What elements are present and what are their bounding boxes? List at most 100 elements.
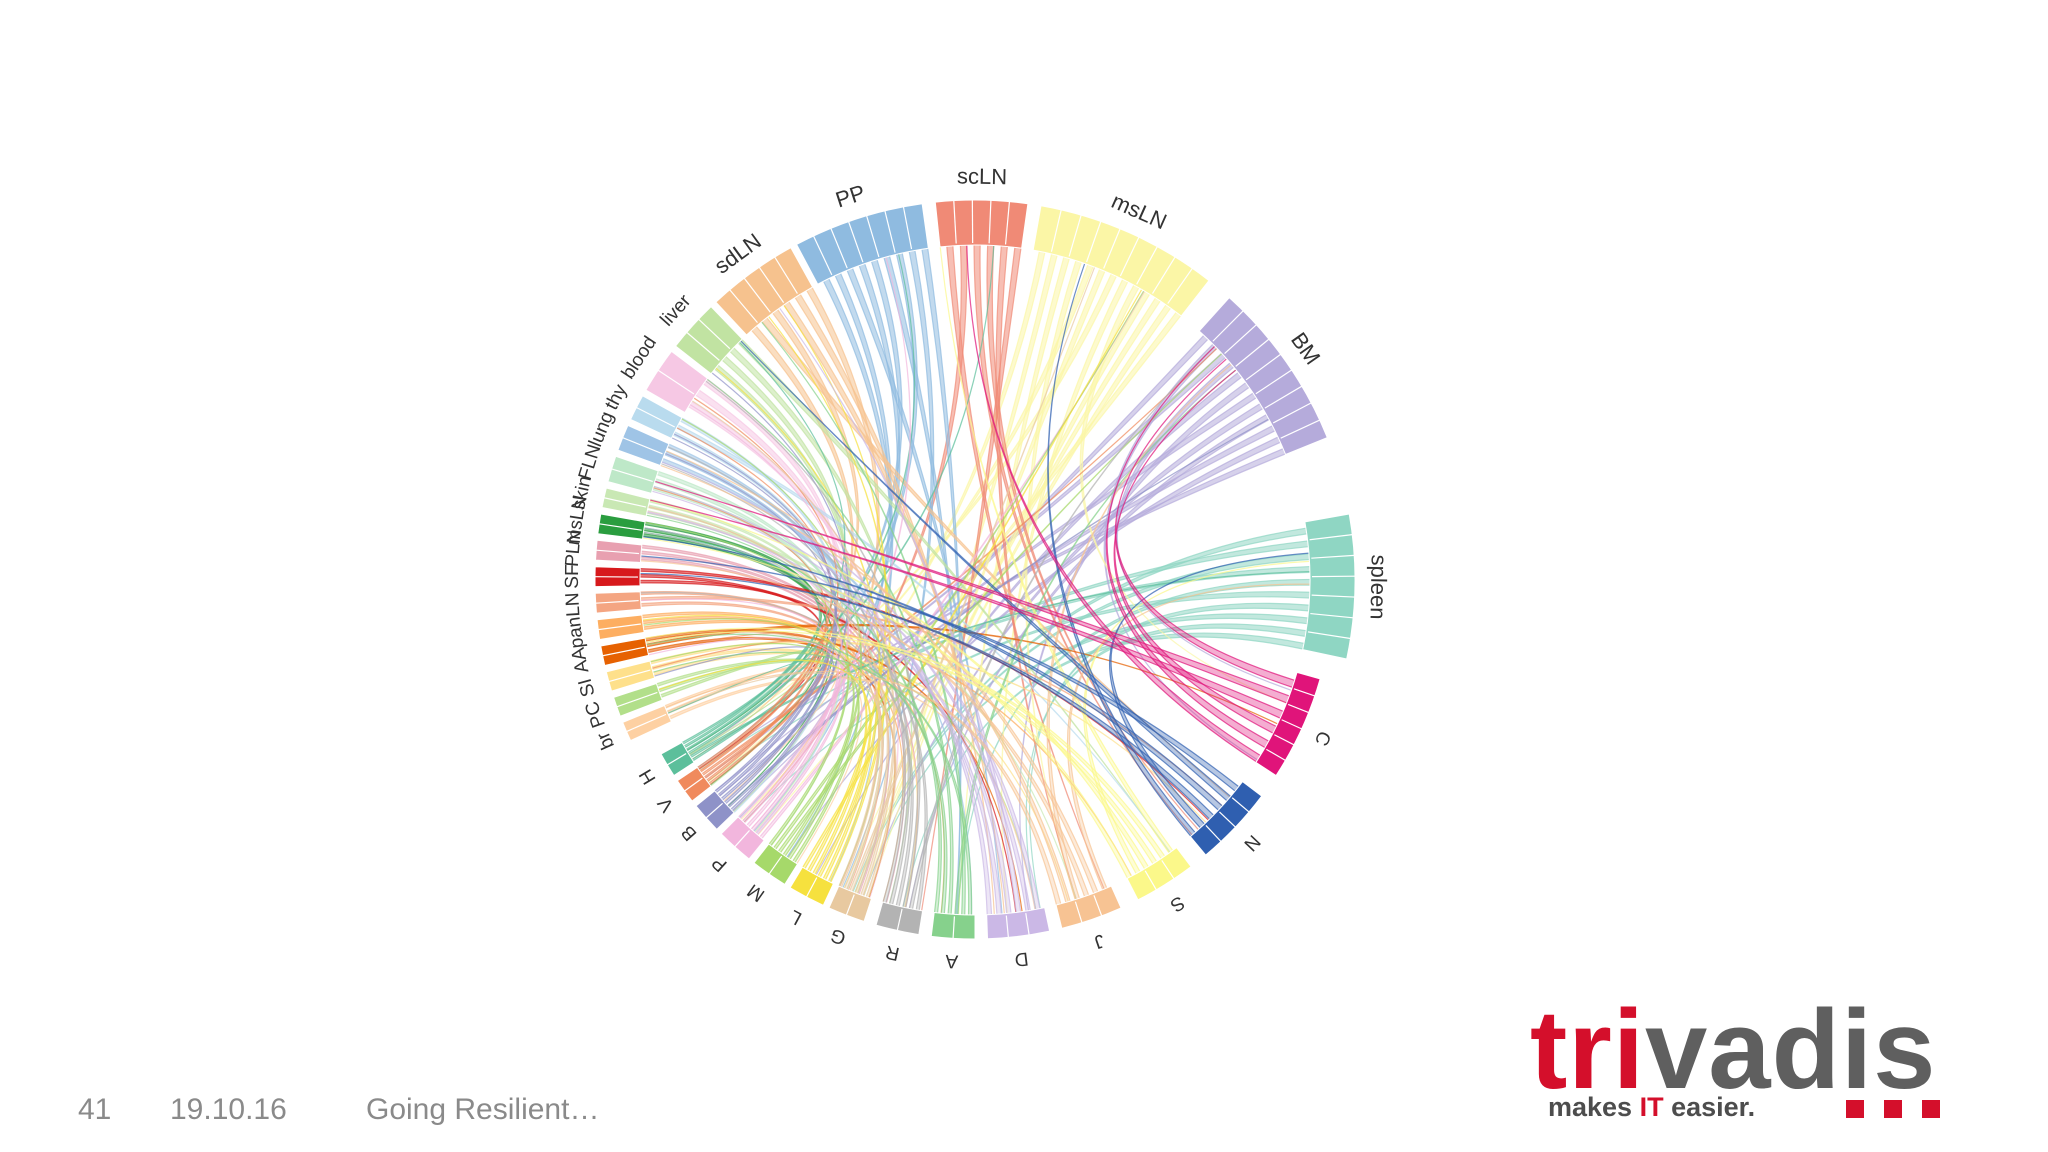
group-label: AA	[568, 645, 594, 674]
arc-divider	[636, 406, 676, 428]
arc-divider	[1004, 201, 1011, 245]
logo-squares	[1846, 1100, 1990, 1122]
group-label: S	[1166, 891, 1188, 916]
arc-divider	[1255, 369, 1293, 395]
arc-divider	[1266, 748, 1286, 761]
arc-divider	[1307, 631, 1351, 640]
group-label: thy	[601, 381, 631, 414]
group-arc-c	[1255, 671, 1321, 777]
group-label: J	[1091, 929, 1107, 952]
arc-divider	[1167, 267, 1193, 304]
arc-divider	[1161, 860, 1175, 880]
group-label: B	[677, 821, 701, 844]
arc-divider	[805, 877, 818, 898]
arc-divider	[616, 691, 658, 708]
arc-divider	[1287, 703, 1309, 714]
group-arc-pp	[795, 203, 929, 285]
group-arc-j	[1055, 885, 1122, 929]
arc-divider	[866, 215, 880, 258]
arc-divider	[830, 228, 848, 269]
arc-layer	[594, 199, 1356, 940]
group-label: br	[593, 728, 619, 752]
arc-divider	[1280, 419, 1320, 439]
ribbon-layer	[639, 244, 1311, 915]
arc-divider	[686, 331, 720, 361]
arc-divider	[622, 437, 663, 455]
group-label: G	[828, 924, 849, 949]
arc-divider	[1025, 913, 1030, 935]
group-label: A	[944, 950, 958, 972]
group-label: P	[708, 851, 731, 875]
group-arc-sdln	[715, 246, 814, 336]
arc-divider	[1136, 246, 1158, 285]
arc-divider	[1205, 825, 1222, 842]
arc-divider	[598, 623, 641, 631]
arc-divider	[848, 221, 864, 263]
group-arc-scln	[934, 199, 1029, 249]
arc-divider	[845, 894, 855, 916]
group-arc-s	[1126, 846, 1192, 901]
logo-word-gray: vadis	[1645, 987, 1937, 1112]
group-arc-d	[986, 907, 1051, 940]
group-label: M	[744, 879, 769, 905]
arc-divider	[1310, 612, 1354, 619]
arc-divider	[1151, 256, 1176, 294]
arc-divider	[729, 289, 758, 323]
group-label: V	[654, 793, 679, 816]
group-label: D	[1013, 947, 1029, 970]
arc-divider	[599, 523, 642, 531]
group-label: SI	[575, 676, 600, 699]
arc-divider	[1086, 221, 1102, 263]
group-label: PP	[832, 180, 868, 213]
logo-wordmark: trivadis	[1530, 990, 1936, 1110]
arc-divider	[1224, 324, 1257, 354]
arc-divider	[611, 468, 653, 483]
logo-tagline-it: IT	[1639, 1092, 1664, 1122]
logo-tagline-pre: makes	[1548, 1092, 1640, 1122]
group-arc-msln	[1032, 205, 1210, 317]
group-arc-liver	[674, 305, 743, 375]
group-label: R	[883, 941, 901, 964]
arc-divider	[1212, 310, 1244, 342]
arc-divider	[1272, 402, 1312, 424]
group-label: PC	[581, 698, 610, 730]
arc-divider	[698, 318, 731, 350]
arc-divider	[1235, 338, 1270, 367]
arc-divider	[1231, 797, 1250, 813]
logo-tagline: makes IT easier.	[1548, 1092, 1755, 1123]
arc-divider	[1311, 594, 1355, 598]
logo-square	[1846, 1100, 1864, 1118]
arc-divider	[774, 256, 798, 294]
group-arc-r	[875, 901, 924, 936]
arc-divider	[1093, 895, 1103, 917]
arc-divider	[758, 266, 785, 303]
arc-divider	[896, 908, 903, 931]
arc-divider	[768, 855, 783, 875]
group-label: PLN	[562, 529, 586, 568]
arc-divider	[884, 210, 896, 253]
group-label: N	[1239, 830, 1264, 854]
arc-divider	[952, 916, 956, 939]
slide-footer-title: Going Resilient…	[366, 1093, 600, 1126]
arc-divider	[657, 369, 695, 395]
group-label: L	[786, 905, 805, 929]
arc-divider	[1074, 901, 1083, 923]
logo-word-red: tri	[1530, 987, 1645, 1112]
arc-divider	[1274, 734, 1295, 746]
group-label: C	[1310, 728, 1335, 749]
group-label: LN	[562, 592, 584, 618]
arc-divider	[1068, 214, 1082, 257]
arc-divider	[1281, 719, 1302, 730]
arc-divider	[1005, 915, 1009, 938]
arc-divider	[684, 777, 703, 792]
group-label: liver	[656, 290, 695, 330]
arc-divider	[1311, 554, 1355, 559]
arc-divider	[666, 753, 687, 766]
trivadis-logo: trivadis makes IT easier.	[1530, 990, 1970, 1125]
arc-divider	[953, 200, 957, 244]
group-arc-bm	[1198, 296, 1328, 456]
arc-divider	[626, 713, 667, 733]
group-arc-fln	[607, 455, 659, 494]
